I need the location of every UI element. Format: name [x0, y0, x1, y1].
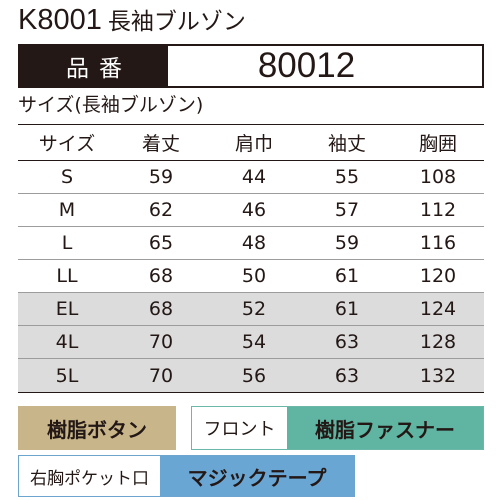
- size-table: サイズ 着丈 肩巾 袖丈 胸囲 S 59 44 55 108 M 62 46 5…: [18, 124, 484, 393]
- cell-size: M: [58, 199, 76, 221]
- pocket-closure-tag: 右胸ポケット口 マジックテープ: [18, 455, 355, 497]
- cell-shoulder: 56: [241, 364, 267, 387]
- cell-length: 68: [148, 298, 174, 320]
- cell-sleeve: 57: [334, 199, 360, 221]
- cell-shoulder: 50: [241, 265, 267, 287]
- cell-shoulder: 44: [241, 166, 267, 188]
- table-row: L 65 48 59 116: [18, 227, 484, 260]
- part-number-label: 品番: [20, 46, 168, 86]
- cell-chest: 128: [419, 331, 457, 353]
- cell-length: 70: [148, 364, 174, 387]
- cell-size: 4L: [55, 331, 79, 353]
- resin-buttons-tag: 樹脂ボタン: [18, 406, 176, 450]
- table-row: LL 68 50 61 120: [18, 260, 484, 293]
- cell-chest: 112: [419, 199, 457, 221]
- cell-length: 68: [148, 265, 174, 287]
- pocket-label: 右胸ポケット口: [30, 468, 149, 489]
- header-size: サイズ: [38, 133, 96, 155]
- cell-shoulder: 48: [241, 232, 267, 254]
- cell-shoulder: 52: [241, 298, 267, 320]
- cell-chest: 132: [419, 364, 457, 387]
- table-row: 4L 70 54 63 128: [18, 326, 484, 359]
- part-number-box: 品番 80012: [18, 44, 484, 88]
- front-label: フロント: [203, 419, 276, 440]
- table-row: EL 68 52 61 124: [18, 293, 484, 326]
- header-shoulder: 肩巾: [234, 133, 273, 155]
- product-name: 長袖ブルゾン: [107, 9, 246, 35]
- cell-length: 59: [148, 166, 174, 188]
- table-row: S 59 44 55 108: [18, 161, 484, 194]
- cell-sleeve: 63: [334, 364, 360, 387]
- cell-length: 65: [148, 232, 174, 254]
- table-row: 5L 70 56 63 132: [18, 359, 484, 392]
- product-code: K8001: [18, 4, 102, 36]
- header-chest: 胸囲: [418, 133, 457, 155]
- size-table-caption: サイズ(長袖ブルゾン): [18, 94, 204, 116]
- cell-sleeve: 55: [334, 166, 360, 188]
- cell-shoulder: 54: [241, 331, 267, 353]
- header-sleeve: 袖丈: [327, 133, 366, 155]
- cell-chest: 116: [419, 232, 457, 254]
- cell-size: 5L: [55, 364, 79, 387]
- cell-shoulder: 46: [241, 199, 267, 221]
- header-length: 着丈: [141, 133, 180, 155]
- resin-fastener-tag: 樹脂ファスナー: [287, 407, 483, 449]
- cell-chest: 108: [419, 166, 457, 188]
- cell-size: LL: [56, 265, 78, 287]
- cell-sleeve: 61: [334, 265, 360, 287]
- front-closure-tag: フロント 樹脂ファスナー: [191, 406, 484, 450]
- cell-sleeve: 63: [334, 331, 360, 353]
- table-header-row: サイズ 着丈 肩巾 袖丈 胸囲: [18, 125, 484, 161]
- cell-size: EL: [55, 298, 79, 320]
- cell-size: S: [60, 166, 74, 188]
- velcro-tag: マジックテープ: [160, 456, 354, 496]
- cell-sleeve: 59: [334, 232, 360, 254]
- cell-length: 62: [148, 199, 174, 221]
- cell-chest: 120: [419, 265, 457, 287]
- cell-sleeve: 61: [334, 298, 360, 320]
- cell-chest: 124: [419, 298, 457, 320]
- cell-size: L: [61, 232, 73, 254]
- table-row: M 62 46 57 112: [18, 194, 484, 227]
- cell-length: 70: [148, 331, 174, 353]
- product-title: K8001 長袖ブルゾン: [18, 2, 246, 36]
- part-number-value: 80012: [168, 46, 482, 86]
